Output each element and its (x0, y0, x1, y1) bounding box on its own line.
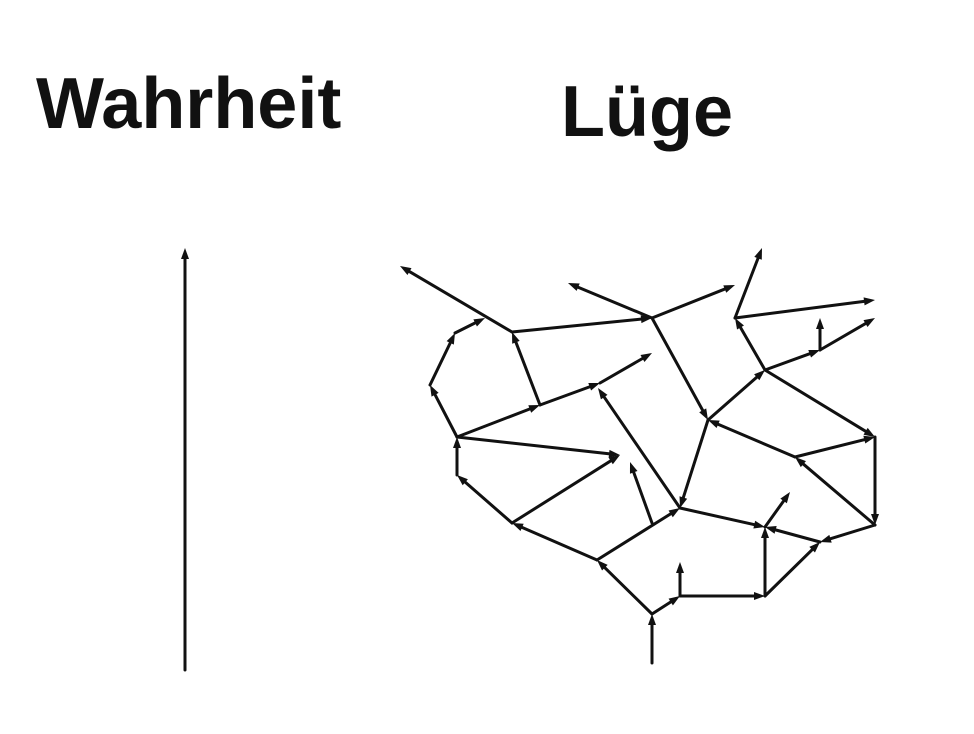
network-arrow (708, 420, 797, 459)
network-arrow (761, 527, 769, 598)
network-arrow (568, 283, 654, 320)
network-arrow (820, 523, 877, 543)
network-arrow (428, 333, 455, 387)
tangled-arrow-network (400, 248, 879, 665)
label-luege: Lüge (561, 72, 733, 152)
network-arrow (816, 318, 824, 352)
network-arrow (400, 266, 514, 334)
network-arrow (512, 523, 599, 562)
straight-arrow-group (181, 248, 189, 672)
network-arrow (455, 405, 540, 439)
network-arrow (430, 385, 459, 439)
network-arrow (706, 370, 765, 422)
network-arrow (765, 526, 822, 544)
network-arrow (457, 475, 514, 525)
network-arrow (871, 435, 879, 525)
network-arrow (650, 316, 708, 420)
network-arrow (733, 297, 875, 320)
network-arrow (650, 596, 680, 616)
network-arrow (793, 435, 875, 459)
network-arrow (453, 318, 485, 335)
network-arrow (650, 285, 735, 320)
network-arrow (763, 542, 820, 598)
network-arrow (453, 437, 461, 477)
network-arrow (510, 315, 652, 334)
network-arrow (678, 506, 765, 529)
network-arrow (763, 350, 820, 372)
network-arrow (538, 383, 600, 407)
network-arrow (763, 492, 790, 529)
network-arrow (510, 455, 620, 525)
network-arrow (598, 353, 652, 385)
network-arrow (598, 388, 682, 510)
network-arrow (735, 318, 767, 372)
network-arrow (678, 592, 765, 600)
network-arrow (455, 435, 620, 458)
label-wahrheit: Wahrheit (36, 64, 342, 144)
network-arrow (763, 368, 875, 437)
network-arrow (597, 560, 654, 616)
network-arrow (795, 457, 877, 527)
network-arrow (512, 332, 542, 407)
network-arrow (676, 562, 684, 598)
network-arrow (679, 418, 710, 508)
network-arrow (733, 248, 762, 320)
network-arrow (595, 508, 680, 562)
network-arrow (818, 318, 875, 352)
network-arrow (648, 614, 656, 665)
straight-arrow (181, 248, 189, 672)
network-arrow (629, 462, 654, 525)
